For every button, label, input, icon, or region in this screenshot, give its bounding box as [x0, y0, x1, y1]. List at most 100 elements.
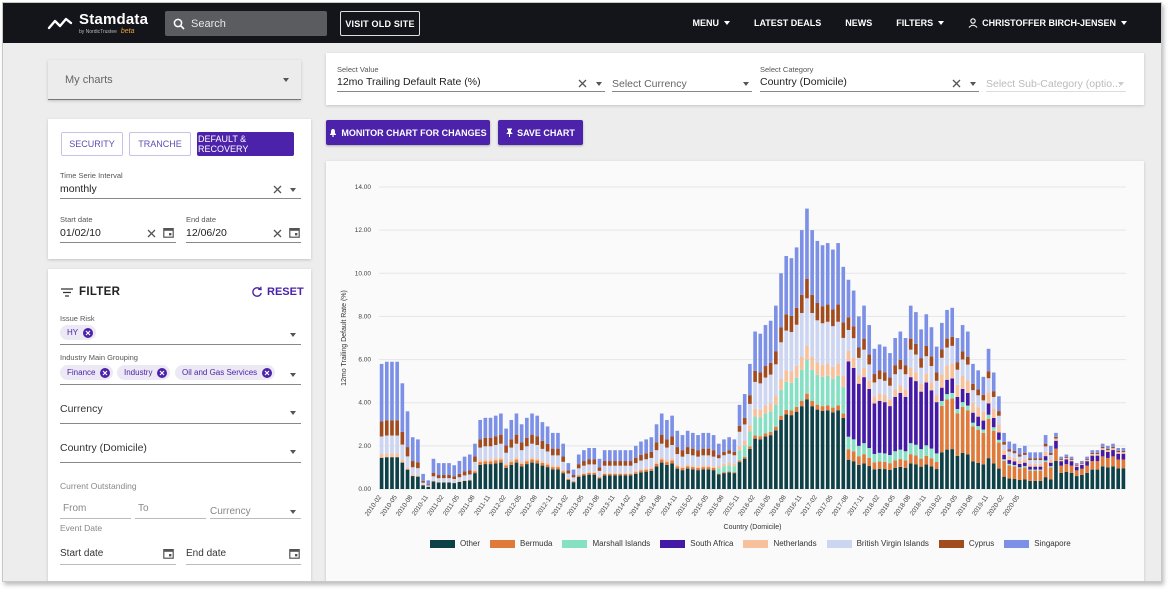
search-input[interactable]: Search	[165, 11, 327, 36]
bar-segment	[997, 432, 1001, 440]
bar-segment	[950, 345, 955, 364]
select-value-dropdown[interactable]: 12mo Trailing Default Rate (%)	[337, 76, 481, 88]
bar-segment	[462, 479, 467, 481]
bar-segment	[877, 400, 882, 453]
country-select[interactable]: Country (Domicile)	[60, 442, 147, 454]
chevron-down-icon[interactable]	[290, 450, 296, 454]
calendar-icon[interactable]	[163, 227, 174, 238]
bar-segment	[447, 482, 451, 489]
bar-segment	[545, 467, 550, 490]
clear-icon[interactable]	[273, 229, 282, 238]
bar-segment	[592, 464, 597, 472]
remove-chip-icon[interactable]	[157, 367, 168, 378]
save-chart-button[interactable]: SAVE CHART	[498, 120, 583, 145]
legend-item[interactable]: Singapore	[1004, 539, 1071, 548]
calendar-icon[interactable]	[163, 548, 174, 559]
select-subcategory-underline	[986, 91, 1126, 92]
bar-segment	[893, 460, 897, 468]
time-serie-value[interactable]: monthly	[60, 183, 97, 195]
tab-default-recovery[interactable]: DEFAULT & RECOVERY	[197, 132, 294, 156]
bar-segment	[882, 395, 887, 403]
my-charts-dropdown[interactable]: My charts	[48, 60, 301, 100]
bar-segment	[846, 317, 851, 330]
bar-segment	[903, 467, 908, 489]
outstanding-to-input[interactable]: To	[138, 503, 149, 514]
bar-segment	[550, 448, 555, 456]
calendar-icon[interactable]	[289, 548, 300, 559]
bar-segment	[628, 475, 633, 489]
outstanding-currency-select[interactable]: Currency	[210, 506, 251, 517]
bar-segment	[893, 374, 897, 390]
bar-segment	[509, 447, 514, 461]
chip-industry[interactable]: Industry	[117, 365, 171, 380]
event-end-date-input[interactable]: End date	[186, 548, 227, 559]
bar-segment	[659, 462, 664, 489]
bar-segment	[722, 455, 726, 464]
bar-segment	[716, 473, 721, 475]
clear-icon[interactable]	[147, 229, 156, 238]
event-start-date-input[interactable]: Start date	[60, 548, 104, 559]
nav-user-menu[interactable]: CHRISTOFFER BIRCH-JENSEN	[968, 18, 1127, 28]
select-subcategory-dropdown[interactable]: Select Sub-Category (optio...	[986, 78, 1121, 90]
select-category-dropdown[interactable]: Country (Domicile)	[760, 76, 847, 88]
chip-finance[interactable]: Finance	[60, 365, 114, 380]
bar-segment	[654, 463, 659, 467]
remove-chip-icon[interactable]	[100, 367, 111, 378]
tab-tranche[interactable]: TRANCHE	[129, 132, 191, 156]
nav-news[interactable]: NEWS	[845, 18, 873, 28]
legend-item[interactable]: Marshall Islands	[562, 539, 650, 548]
chevron-down-icon[interactable]	[743, 82, 749, 86]
bar-segment	[997, 439, 1001, 443]
start-date-input[interactable]: 01/02/10	[60, 227, 101, 239]
tab-security[interactable]: SECURITY	[61, 132, 123, 156]
monitor-chart-button[interactable]: MONITOR CHART FOR CHANGES	[326, 120, 490, 145]
nav-menu[interactable]: MENU	[692, 18, 730, 28]
chevron-down-icon[interactable]	[290, 510, 296, 514]
bar-segment	[545, 426, 550, 444]
legend-item[interactable]: South Africa	[660, 539, 733, 548]
select-currency-dropdown[interactable]: Select Currency	[612, 78, 687, 90]
bar-segment	[633, 457, 638, 464]
nav-filters[interactable]: FILTERS	[896, 18, 945, 28]
bar-segment	[774, 430, 778, 489]
clear-icon[interactable]	[273, 185, 282, 194]
legend-item[interactable]: Other	[430, 539, 480, 548]
bar-segment	[618, 465, 623, 473]
legend-item[interactable]: Bermuda	[490, 539, 552, 548]
bar-segment	[447, 481, 451, 483]
bar-segment	[768, 362, 773, 375]
currency-select[interactable]: Currency	[60, 403, 103, 415]
chevron-down-icon[interactable]	[290, 188, 296, 192]
chevron-down-icon[interactable]	[290, 411, 296, 415]
chip-hy[interactable]: HY	[60, 325, 97, 340]
visit-old-site-button[interactable]: VISIT OLD SITE	[340, 11, 420, 36]
bar-segment	[556, 455, 560, 466]
chip-oil-gas-services[interactable]: Oil and Gas Services	[175, 365, 276, 380]
bar-segment	[1028, 480, 1032, 489]
bar-segment	[644, 468, 648, 470]
clear-icon[interactable]	[952, 79, 961, 88]
clear-icon[interactable]	[578, 79, 587, 88]
chevron-down-icon[interactable]	[596, 82, 602, 86]
bar-segment	[504, 467, 508, 489]
outstanding-from-input[interactable]: From	[63, 503, 87, 514]
chevron-down-icon[interactable]	[970, 82, 976, 86]
legend-item[interactable]: Netherlands	[743, 539, 817, 548]
chevron-down-icon[interactable]	[1118, 82, 1124, 86]
stamdata-logo[interactable]: Stamdata by NordicTrustee beta	[47, 12, 148, 35]
reset-button[interactable]: RESET	[251, 286, 304, 298]
chevron-down-icon[interactable]	[290, 373, 296, 377]
bar-segment	[597, 477, 602, 479]
bar-segment	[405, 456, 410, 468]
end-date-input[interactable]: 12/06/20	[186, 227, 227, 239]
chevron-down-icon[interactable]	[290, 333, 296, 337]
remove-chip-icon[interactable]	[83, 327, 94, 338]
calendar-icon[interactable]	[289, 227, 300, 238]
legend-item[interactable]: Cyprus	[938, 539, 994, 548]
nav-latest-deals[interactable]: LATEST DEALS	[753, 18, 822, 28]
bar-segment	[608, 472, 612, 474]
bar-segment	[680, 470, 685, 490]
remove-chip-icon[interactable]	[262, 367, 273, 378]
legend-item[interactable]: British Virgin Islands	[826, 539, 929, 548]
bar-segment	[535, 436, 540, 445]
